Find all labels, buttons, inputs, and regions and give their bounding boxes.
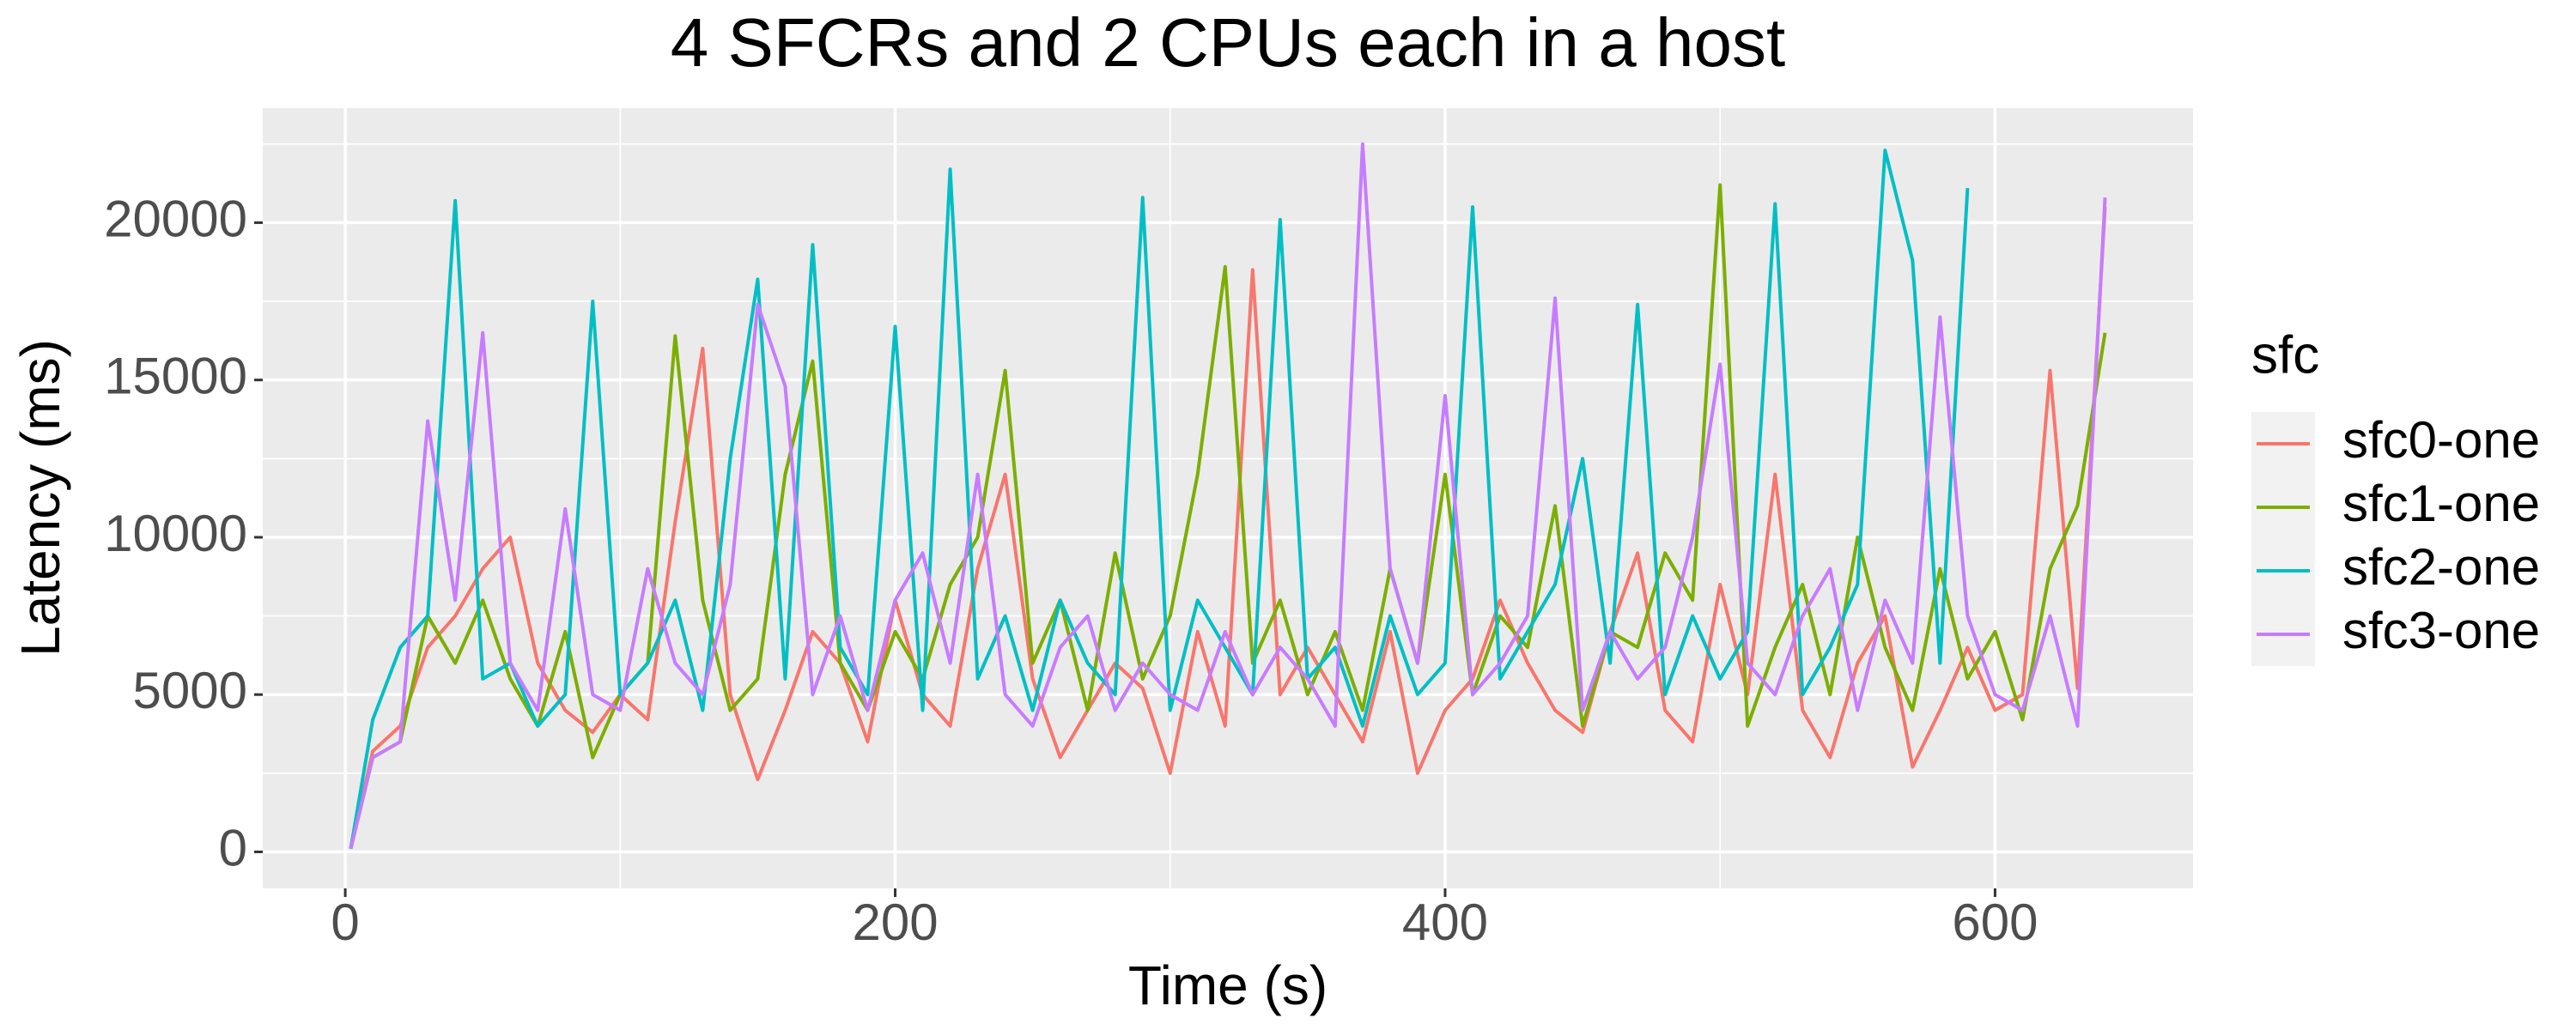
y-tick-label: 15000 xyxy=(104,348,247,405)
legend-background xyxy=(2251,412,2315,666)
series-line xyxy=(349,206,2107,850)
plot-panel xyxy=(263,108,2193,888)
y-tick-label: 0 xyxy=(219,819,247,876)
x-tick-label: 200 xyxy=(852,894,938,951)
chart-title: 4 SFCRs and 2 CPUs each in a host xyxy=(671,4,1785,81)
series-line xyxy=(349,148,1970,850)
x-tick-label: 600 xyxy=(1952,894,2038,951)
x-axis-title: Time (s) xyxy=(1128,954,1327,1016)
legend-label: sfc1-one xyxy=(2342,475,2540,532)
y-axis-title: Latency (ms) xyxy=(9,339,71,657)
x-tick-label: 0 xyxy=(331,894,359,951)
legend-title: sfc xyxy=(2251,325,2319,385)
series-line xyxy=(349,142,2107,850)
legend-label: sfc2-one xyxy=(2342,538,2540,596)
x-tick-label: 400 xyxy=(1402,894,1488,951)
y-tick-label: 10000 xyxy=(104,505,247,562)
legend-label: sfc0-one xyxy=(2342,411,2540,469)
y-tick-label: 5000 xyxy=(133,662,247,719)
y-tick-label: 20000 xyxy=(104,190,247,247)
legend-label: sfc3-one xyxy=(2342,602,2540,659)
